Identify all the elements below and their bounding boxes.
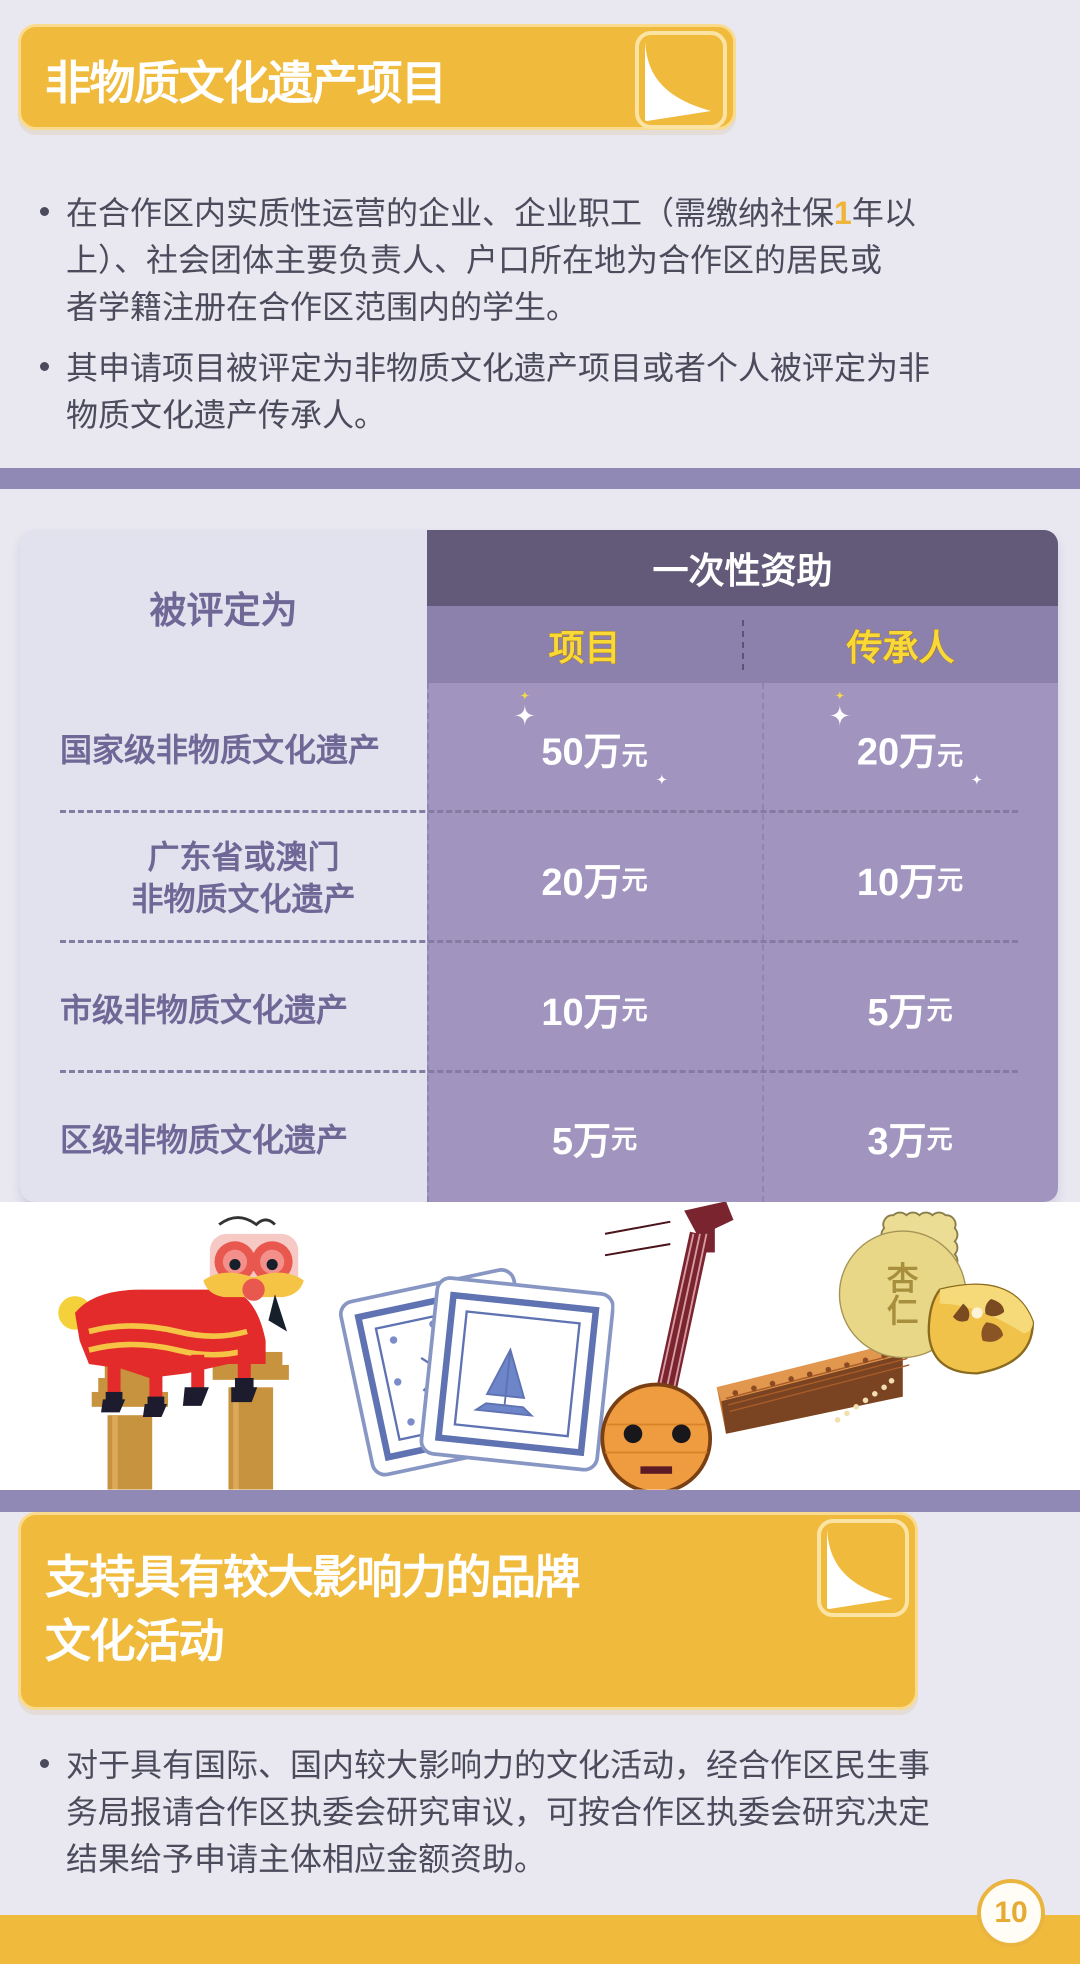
svg-text:仁: 仁: [887, 1293, 919, 1329]
svg-text:杏: 杏: [887, 1261, 919, 1297]
